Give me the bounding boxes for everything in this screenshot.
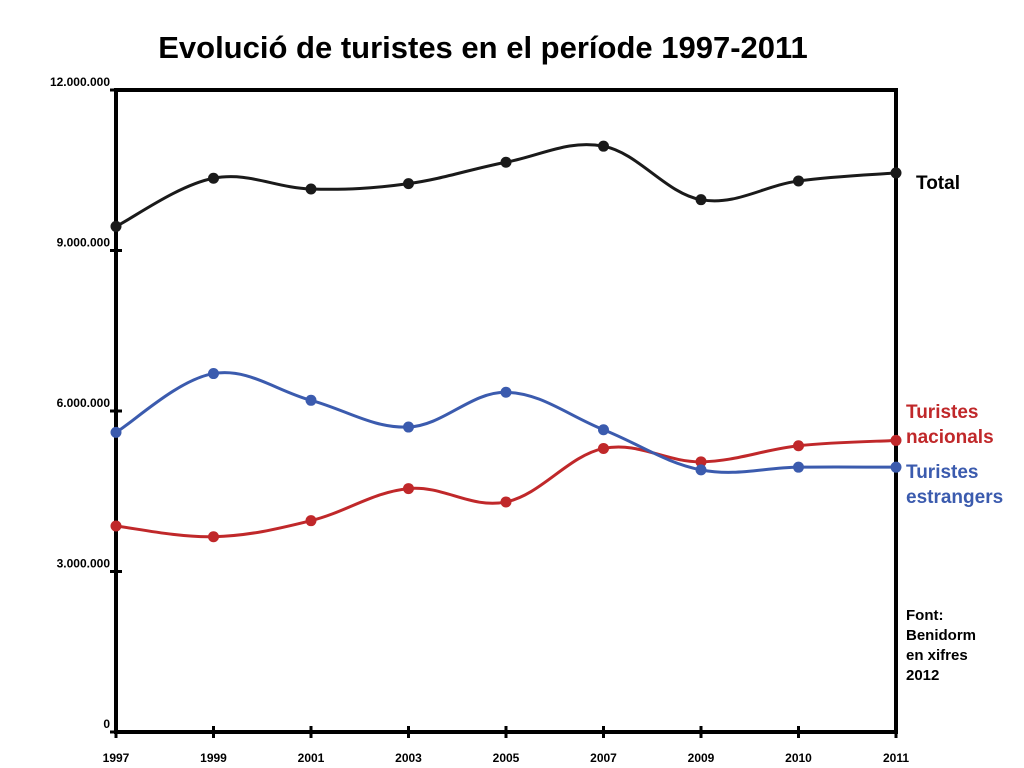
series-turistes-nacionals: [110, 434, 902, 543]
x-tick-label: 2005: [493, 751, 520, 765]
data-point: [110, 426, 122, 438]
series-labels: Total Turistes nacionals Turistes estrangers: [906, 173, 1003, 508]
data-point: [598, 140, 609, 152]
x-tick-label: 1997: [103, 751, 130, 765]
data-point: [403, 178, 414, 190]
data-point: [500, 496, 512, 508]
source-note: Font: Benidorm en xifres 2012: [906, 607, 976, 684]
data-point: [208, 368, 219, 380]
y-tick-label: 9.000.000: [57, 236, 111, 250]
data-point: [793, 461, 804, 473]
series-label: Total: [916, 173, 960, 194]
data-point: [208, 531, 219, 543]
x-tick-label: 2003: [395, 751, 422, 765]
data-point: [305, 515, 317, 527]
x-tick-label: 2011: [883, 751, 909, 765]
source-text: Font: Benidorm en xifres 2012: [906, 607, 976, 684]
series-turistes-estrangers: [110, 368, 902, 476]
x-tick-label: 2007: [590, 751, 617, 765]
data-point: [110, 220, 122, 232]
data-point: [305, 183, 317, 195]
data-point: [208, 172, 219, 184]
x-tick-label: 2009: [688, 751, 715, 765]
data-point: [695, 456, 707, 468]
data-point: [793, 440, 804, 452]
data-point: [403, 421, 414, 433]
series-label: Turistes estrangers: [906, 462, 1003, 508]
data-point: [890, 434, 902, 446]
y-tick-label: 6.000.000: [57, 396, 111, 410]
chart-axes: 0 3.000.000 6.000.000 9.000.000 12.000.000 19…: [50, 75, 909, 765]
data-point: [305, 394, 317, 406]
data-point: [598, 424, 609, 436]
x-tick-label: 2010: [785, 751, 812, 765]
series-line: [115, 438, 897, 539]
data-point: [500, 386, 512, 398]
series-total: [110, 140, 902, 232]
y-tick-label: 3.000.000: [57, 557, 111, 571]
data-point: [110, 520, 122, 532]
x-tick-label: 1999: [200, 751, 227, 765]
data-point: [598, 442, 609, 454]
data-point: [890, 167, 902, 179]
y-tick-label: 12.000.000: [50, 75, 110, 89]
y-tick-label: 0: [103, 717, 110, 731]
data-point: [403, 483, 414, 495]
x-tick-label: 2001: [298, 751, 325, 765]
series-layer: [110, 140, 902, 543]
series-label: Turistes nacionals: [906, 402, 994, 448]
data-point: [500, 156, 512, 168]
data-point: [695, 194, 707, 206]
data-point: [793, 175, 804, 187]
data-point: [890, 461, 902, 473]
data-point: [695, 464, 707, 476]
chart-title: Evolució de turistes en el període 1997-…: [158, 30, 808, 65]
